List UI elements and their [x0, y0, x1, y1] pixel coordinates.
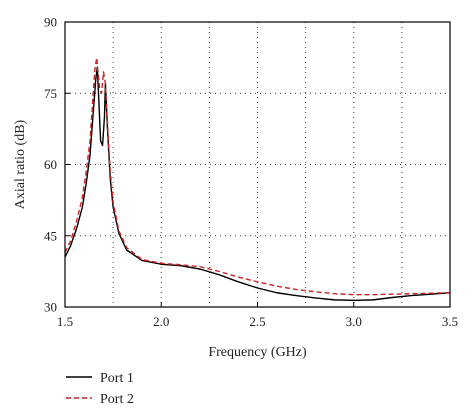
legend-label-port-2: Port 2	[100, 392, 134, 407]
y-tick-label: 60	[44, 157, 57, 172]
y-tick-label: 30	[44, 300, 57, 315]
y-tick-label: 90	[44, 15, 57, 30]
x-tick-label: 3.5	[442, 314, 458, 329]
legend: Port 1 Port 2	[66, 371, 134, 407]
x-axis-title: Frequency (GHz)	[208, 345, 307, 360]
plot-area	[65, 22, 450, 307]
axis-ticks: 1.5 2.0 2.5 3.0 3.5 30 45 60 75 90	[44, 15, 458, 330]
x-tick-label: 2.0	[153, 314, 169, 329]
x-tick-label: 1.5	[57, 314, 73, 329]
y-tick-label: 45	[44, 228, 57, 243]
grid-lines	[65, 22, 450, 307]
legend-label-port-1: Port 1	[100, 371, 134, 386]
x-tick-label: 3.0	[346, 314, 362, 329]
series-layer	[64, 56, 451, 302]
y-axis-title: Axial ratio (dB)	[13, 119, 28, 209]
series-line-port-2	[64, 56, 451, 296]
x-tick-label: 2.5	[249, 314, 265, 329]
series-line-port-1	[64, 66, 451, 302]
y-tick-label: 75	[44, 86, 57, 101]
